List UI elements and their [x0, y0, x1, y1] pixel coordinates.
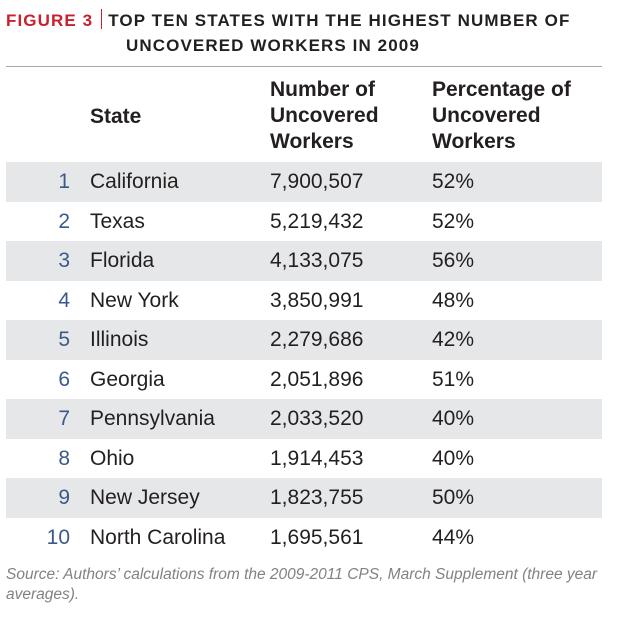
table-header: State Number of Uncovered Workers Percen…	[6, 72, 602, 162]
row-rank: 2	[58, 209, 70, 233]
row-percentage: 50%	[432, 486, 475, 509]
row-rank: 9	[58, 486, 70, 509]
figure-title: TOP TEN STATES WITH THE HIGHEST NUMBER O…	[108, 11, 571, 30]
row-state: Ohio	[90, 446, 135, 470]
row-number: 1,695,561	[270, 525, 364, 549]
row-state: Texas	[90, 209, 145, 233]
row-rank: 8	[58, 446, 70, 470]
column-header-percentage: Percentage of Uncovered Workers	[432, 77, 602, 155]
row-number: 1,823,755	[270, 486, 364, 509]
column-header-percentage-line: Percentage of	[432, 78, 571, 101]
table-row: 4 New York 3,850,991 48%	[6, 281, 602, 321]
column-header-number-line: Uncovered	[270, 104, 379, 127]
row-percentage: 48%	[432, 288, 475, 312]
table-row: 7 Pennsylvania 2,033,520 40%	[6, 399, 602, 439]
column-header-number: Number of Uncovered Workers	[270, 77, 420, 155]
row-state: Georgia	[90, 367, 165, 391]
column-header-percentage-line: Uncovered	[432, 104, 541, 127]
row-percentage: 51%	[432, 367, 475, 391]
table-row: 9 New Jersey 1,823,755 50%	[6, 478, 602, 518]
source-note: Source: Authors’ calculations from the 2…	[6, 566, 598, 603]
table-row: 2 Texas 5,219,432 52%	[6, 202, 602, 242]
row-rank: 5	[58, 328, 70, 351]
row-state: North Carolina	[90, 525, 226, 549]
row-rank: 1	[58, 170, 70, 193]
column-header-number-line: Number of	[270, 78, 375, 101]
row-number: 7,900,507	[270, 170, 364, 193]
table-row: 1 California 7,900,507 52%	[6, 162, 602, 202]
column-header-percentage-line: Workers	[432, 130, 516, 153]
row-percentage: 56%	[432, 249, 475, 272]
row-number: 2,279,686	[270, 328, 364, 351]
title-divider	[6, 66, 602, 67]
row-state: Illinois	[90, 328, 149, 351]
figure-header: FIGURE 3 TOP TEN STATES WITH THE HIGHEST …	[6, 8, 606, 58]
row-state: California	[90, 170, 179, 193]
row-rank: 3	[58, 249, 70, 272]
row-state: Florida	[90, 249, 155, 272]
row-state: New Jersey	[90, 486, 200, 509]
column-header-state: State	[90, 105, 142, 128]
row-number: 1,914,453	[270, 446, 364, 470]
row-rank: 4	[58, 288, 70, 312]
row-percentage: 40%	[432, 407, 475, 430]
table-row: 8 Ohio 1,914,453 40%	[6, 439, 602, 479]
table-row: 3 Florida 4,133,075 56%	[6, 241, 602, 281]
row-number: 3,850,991	[270, 288, 364, 312]
row-percentage: 52%	[432, 170, 475, 193]
row-percentage: 40%	[432, 446, 475, 470]
figure-title-line-2: UNCOVERED WORKERS IN 2009	[126, 36, 420, 55]
figure-title-line-1: FIGURE 3 TOP TEN STATES WITH THE HIGHEST …	[6, 8, 606, 33]
table-row: 5 Illinois 2,279,686 42%	[6, 320, 602, 360]
row-rank: 7	[58, 407, 70, 430]
row-number: 2,051,896	[270, 367, 364, 391]
title-separator	[101, 9, 103, 29]
figure-label: FIGURE 3	[6, 11, 94, 30]
row-number: 4,133,075	[270, 249, 364, 272]
row-rank: 10	[46, 525, 70, 549]
row-state: Pennsylvania	[90, 407, 215, 430]
row-percentage: 44%	[432, 525, 475, 549]
row-rank: 6	[58, 367, 70, 391]
table-row: 6 Georgia 2,051,896 51%	[6, 360, 602, 400]
row-number: 2,033,520	[270, 407, 364, 430]
row-percentage: 42%	[432, 328, 475, 351]
table-body: 1 California 7,900,507 52% 2 Texas 5,219,432 52…	[6, 162, 602, 557]
table-row: 10 North Carolina 1,695,561 44%	[6, 518, 602, 558]
column-header-number-line: Workers	[270, 130, 354, 153]
row-number: 5,219,432	[270, 209, 364, 233]
row-percentage: 52%	[432, 209, 475, 233]
data-table: State Number of Uncovered Workers Percen…	[6, 72, 602, 557]
row-state: New York	[90, 288, 179, 312]
